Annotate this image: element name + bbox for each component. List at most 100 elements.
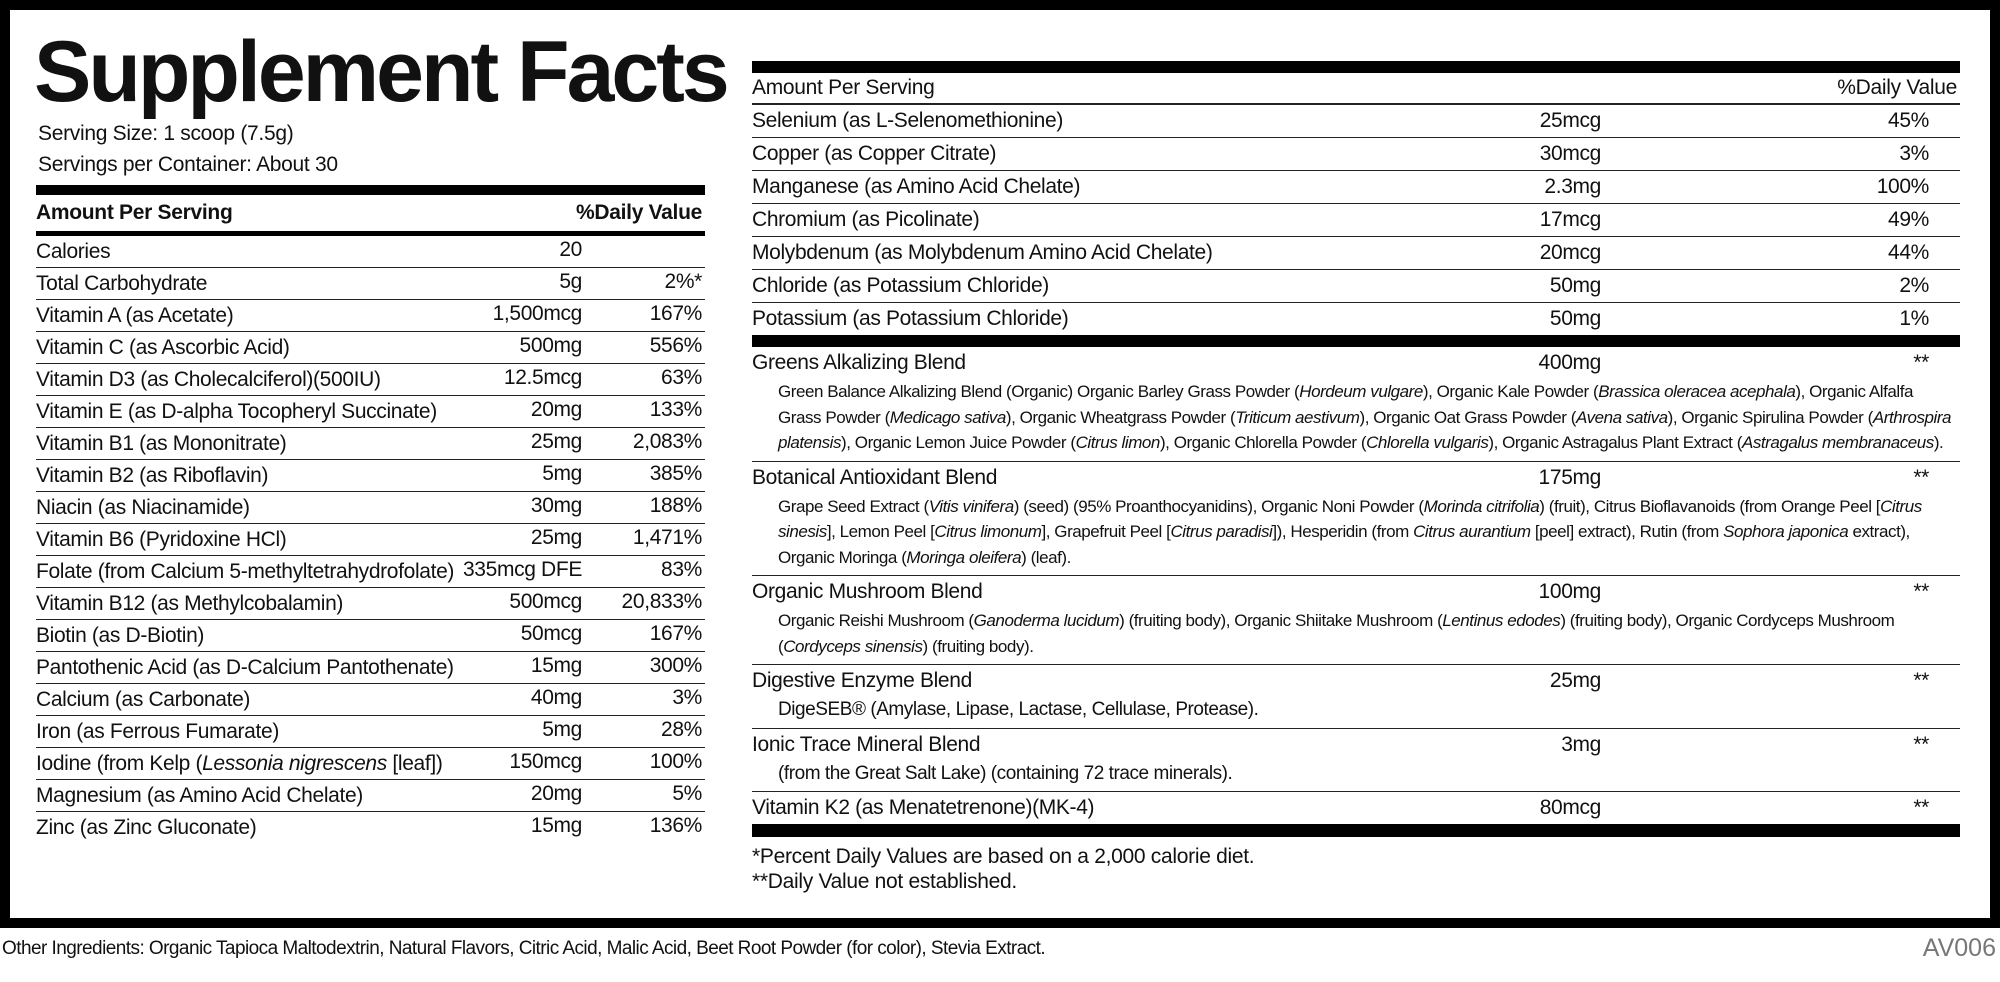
description-part: Citrus limon <box>1075 433 1161 452</box>
servings-per-container: Servings per Container: About 30 <box>38 153 338 176</box>
daily-value: 167% <box>649 302 703 325</box>
description-part: Hordeum vulgare <box>1299 382 1423 401</box>
description-part: ), Organic Lemon Juice Powder ( <box>841 433 1076 452</box>
right-table: Amount Per Serving %Daily Value Selenium (… <box>752 61 1960 837</box>
nutrient-name: Vitamin E (as D-alpha Tocopheryl Succina… <box>36 400 437 423</box>
footnote: **Daily Value not established. <box>752 870 1017 893</box>
description-part: Citrus sinesis <box>778 496 1922 542</box>
nutrient-name: Calcium (as Carbonate) <box>36 688 251 711</box>
daily-value: 83% <box>661 558 702 581</box>
nutrient-name: Pantothenic Acid (as D-Calcium Pantothen… <box>36 656 454 679</box>
other-ingredients: Other Ingredients: Organic Tapioca Malto… <box>2 938 1046 959</box>
description-part: Moringa oleifera <box>906 547 1022 567</box>
amount: 2.3mg <box>1544 175 1601 198</box>
nutrient-name: Copper (as Copper Citrate) <box>752 142 997 165</box>
table-header: Amount Per Serving %Daily Value <box>36 195 705 231</box>
nutrient-row: Iodine (from Kelp (Lessonia nigrescens [… <box>36 748 705 780</box>
nutrient-name: Botanical Antioxidant Blend <box>752 465 998 489</box>
nutrient-name: Vitamin B6 (Pyridoxine HCl) <box>36 528 287 551</box>
product-code: AV006 <box>1922 934 1996 962</box>
nutrient-row: Molybdenum (as Molybdenum Amino Acid Che… <box>752 237 1960 270</box>
daily-value: 3% <box>672 686 702 709</box>
description-part: ) (fruit), Citrus Bioflavanoids (from Or… <box>1539 496 1881 516</box>
amount: 1,500mcg <box>492 302 583 325</box>
nutrient-name: Organic Mushroom Blend <box>752 580 983 603</box>
nutrient-name: Iodine (from Kelp (Lessonia nigrescens [… <box>36 750 443 777</box>
blend-description: (from the Great Salt Lake) (containing 7… <box>752 761 1960 792</box>
nutrient-row: Zinc (as Zinc Gluconate) 15mg 136% <box>36 812 705 843</box>
nutrient-row: Calcium (as Carbonate) 40mg 3% <box>36 684 705 716</box>
nutrient-row: Vitamin D3 (as Cholecalciferol)(500IU) 12… <box>36 364 705 396</box>
nutrient-name: Selenium (as L-Selenomethionine) <box>752 109 1063 132</box>
description-part: (from the Great Salt Lake) (containing 7… <box>778 762 1233 784</box>
blend-description: Green Balance Alkalizing Blend (Organic)… <box>752 379 1960 462</box>
amount: 40mg <box>530 686 582 709</box>
amount: 5mg <box>542 718 582 741</box>
description-part: Citrus aurantium <box>1413 522 1531 541</box>
nutrient-name: Vitamin K2 (as Menatetrenone)(MK-4) <box>752 796 1095 819</box>
nutrient-row: Vitamin B1 (as Mononitrate) 25mg 2,083% <box>36 428 705 460</box>
nutrient-row: Selenium (as L-Selenomethionine) 25mcg 45% <box>752 105 1960 138</box>
amount: 335mcg DFE <box>462 558 582 581</box>
nutrient-name: Potassium (as Potassium Chloride) <box>752 307 1069 330</box>
daily-value: 2%* <box>664 270 703 293</box>
description-part: Citrus limonum <box>934 522 1042 541</box>
amount: 12.5mcg <box>503 366 582 389</box>
nutrient-name: Magnesium (as Amino Acid Chelate) <box>36 784 363 807</box>
amount: 25mg <box>1549 669 1601 692</box>
daily-value: 300% <box>649 654 703 677</box>
description-part: ) (fruiting body). <box>922 636 1034 656</box>
nutrient-name: Vitamin D3 (as Cholecalciferol)(500IU) <box>36 368 381 391</box>
header-amount: Amount Per Serving <box>752 76 935 99</box>
description-part: extract), Organic Moringa ( <box>778 522 1910 567</box>
description-part: [peel] extract), Rutin (from <box>1530 522 1724 541</box>
description-part: Cordyceps sinensis <box>783 636 923 656</box>
nutrient-row: Niacin (as Niacinamide) 30mg 188% <box>36 492 705 524</box>
label-frame <box>0 0 2000 928</box>
nutrient-name: Vitamin C (as Ascorbic Acid) <box>36 336 290 359</box>
nutrient-row: Ionic Trace Mineral Blend 3mg ** <box>752 729 1960 761</box>
amount: 20 <box>559 238 582 261</box>
nutrient-name: Total Carbohydrate <box>36 272 208 295</box>
description-part: ) (fruiting body), Organic Shiitake Mush… <box>1119 611 1443 630</box>
amount: 5mg <box>542 462 582 485</box>
amount: 30mg <box>530 494 582 517</box>
amount: 50mcg <box>520 622 583 645</box>
nutrient-row: Vitamin B2 (as Riboflavin) 5mg 385% <box>36 460 705 492</box>
daily-value: 167% <box>649 622 703 645</box>
thick-bar <box>752 335 1960 347</box>
nutrient-name: Manganese (as Amino Acid Chelate) <box>752 175 1081 198</box>
nutrient-row: Vitamin C (as Ascorbic Acid) 500mg 556% <box>36 332 705 364</box>
daily-value: 100% <box>649 750 703 773</box>
blend-description: Organic Reishi Mushroom (Ganoderma lucid… <box>752 608 1960 665</box>
nutrient-name: Vitamin B1 (as Mononitrate) <box>36 432 287 455</box>
nutrient-row: Organic Mushroom Blend 100mg ** <box>752 576 1960 608</box>
amount: 5g <box>559 270 582 293</box>
description-part: Ganoderma lucidum <box>973 611 1120 630</box>
amount: 150mcg <box>509 750 582 773</box>
nutrient-row: Chloride (as Potassium Chloride) 50mg 2% <box>752 270 1960 303</box>
amount: 3mg <box>1561 732 1601 756</box>
blend-description: Grape Seed Extract (Vitis vinifera) (see… <box>752 494 1960 576</box>
daily-value: 20,833% <box>621 590 703 613</box>
nutrient-row: Botanical Antioxidant Blend 175mg ** <box>752 462 1960 494</box>
daily-value: ** <box>1913 732 1929 756</box>
description-part: DigeSEB® (Amylase, Lipase, Lactase, Cell… <box>778 699 1259 720</box>
nutrient-row: Potassium (as Potassium Chloride) 50mg 1% <box>752 303 1960 335</box>
description-part: ], Grapefruit Peel [ <box>1041 522 1171 541</box>
description-part: ). <box>1933 433 1944 452</box>
description-part: Morinda citrifolia <box>1423 496 1540 516</box>
nutrient-name: Chloride (as Potassium Chloride) <box>752 274 1049 297</box>
nutrient-name: Vitamin B2 (as Riboflavin) <box>36 464 269 487</box>
nutrient-name: Vitamin A (as Acetate) <box>36 304 234 327</box>
blend-description: DigeSEB® (Amylase, Lipase, Lactase, Cell… <box>752 697 1960 729</box>
description-part: Sophora japonica <box>1723 522 1849 541</box>
description-part: ), Organic Kale Powder ( <box>1422 382 1599 401</box>
description-part: Avena sativa <box>1576 407 1668 427</box>
daily-value: 5% <box>672 782 702 805</box>
thick-bar <box>752 824 1960 837</box>
nutrient-name: Calories <box>36 240 111 263</box>
thick-bar <box>752 61 1960 73</box>
name-part: Iodine (from Kelp ( <box>36 752 203 775</box>
description-part: ) (seed) (95% Proanthocyanidins), Organi… <box>1013 496 1424 516</box>
